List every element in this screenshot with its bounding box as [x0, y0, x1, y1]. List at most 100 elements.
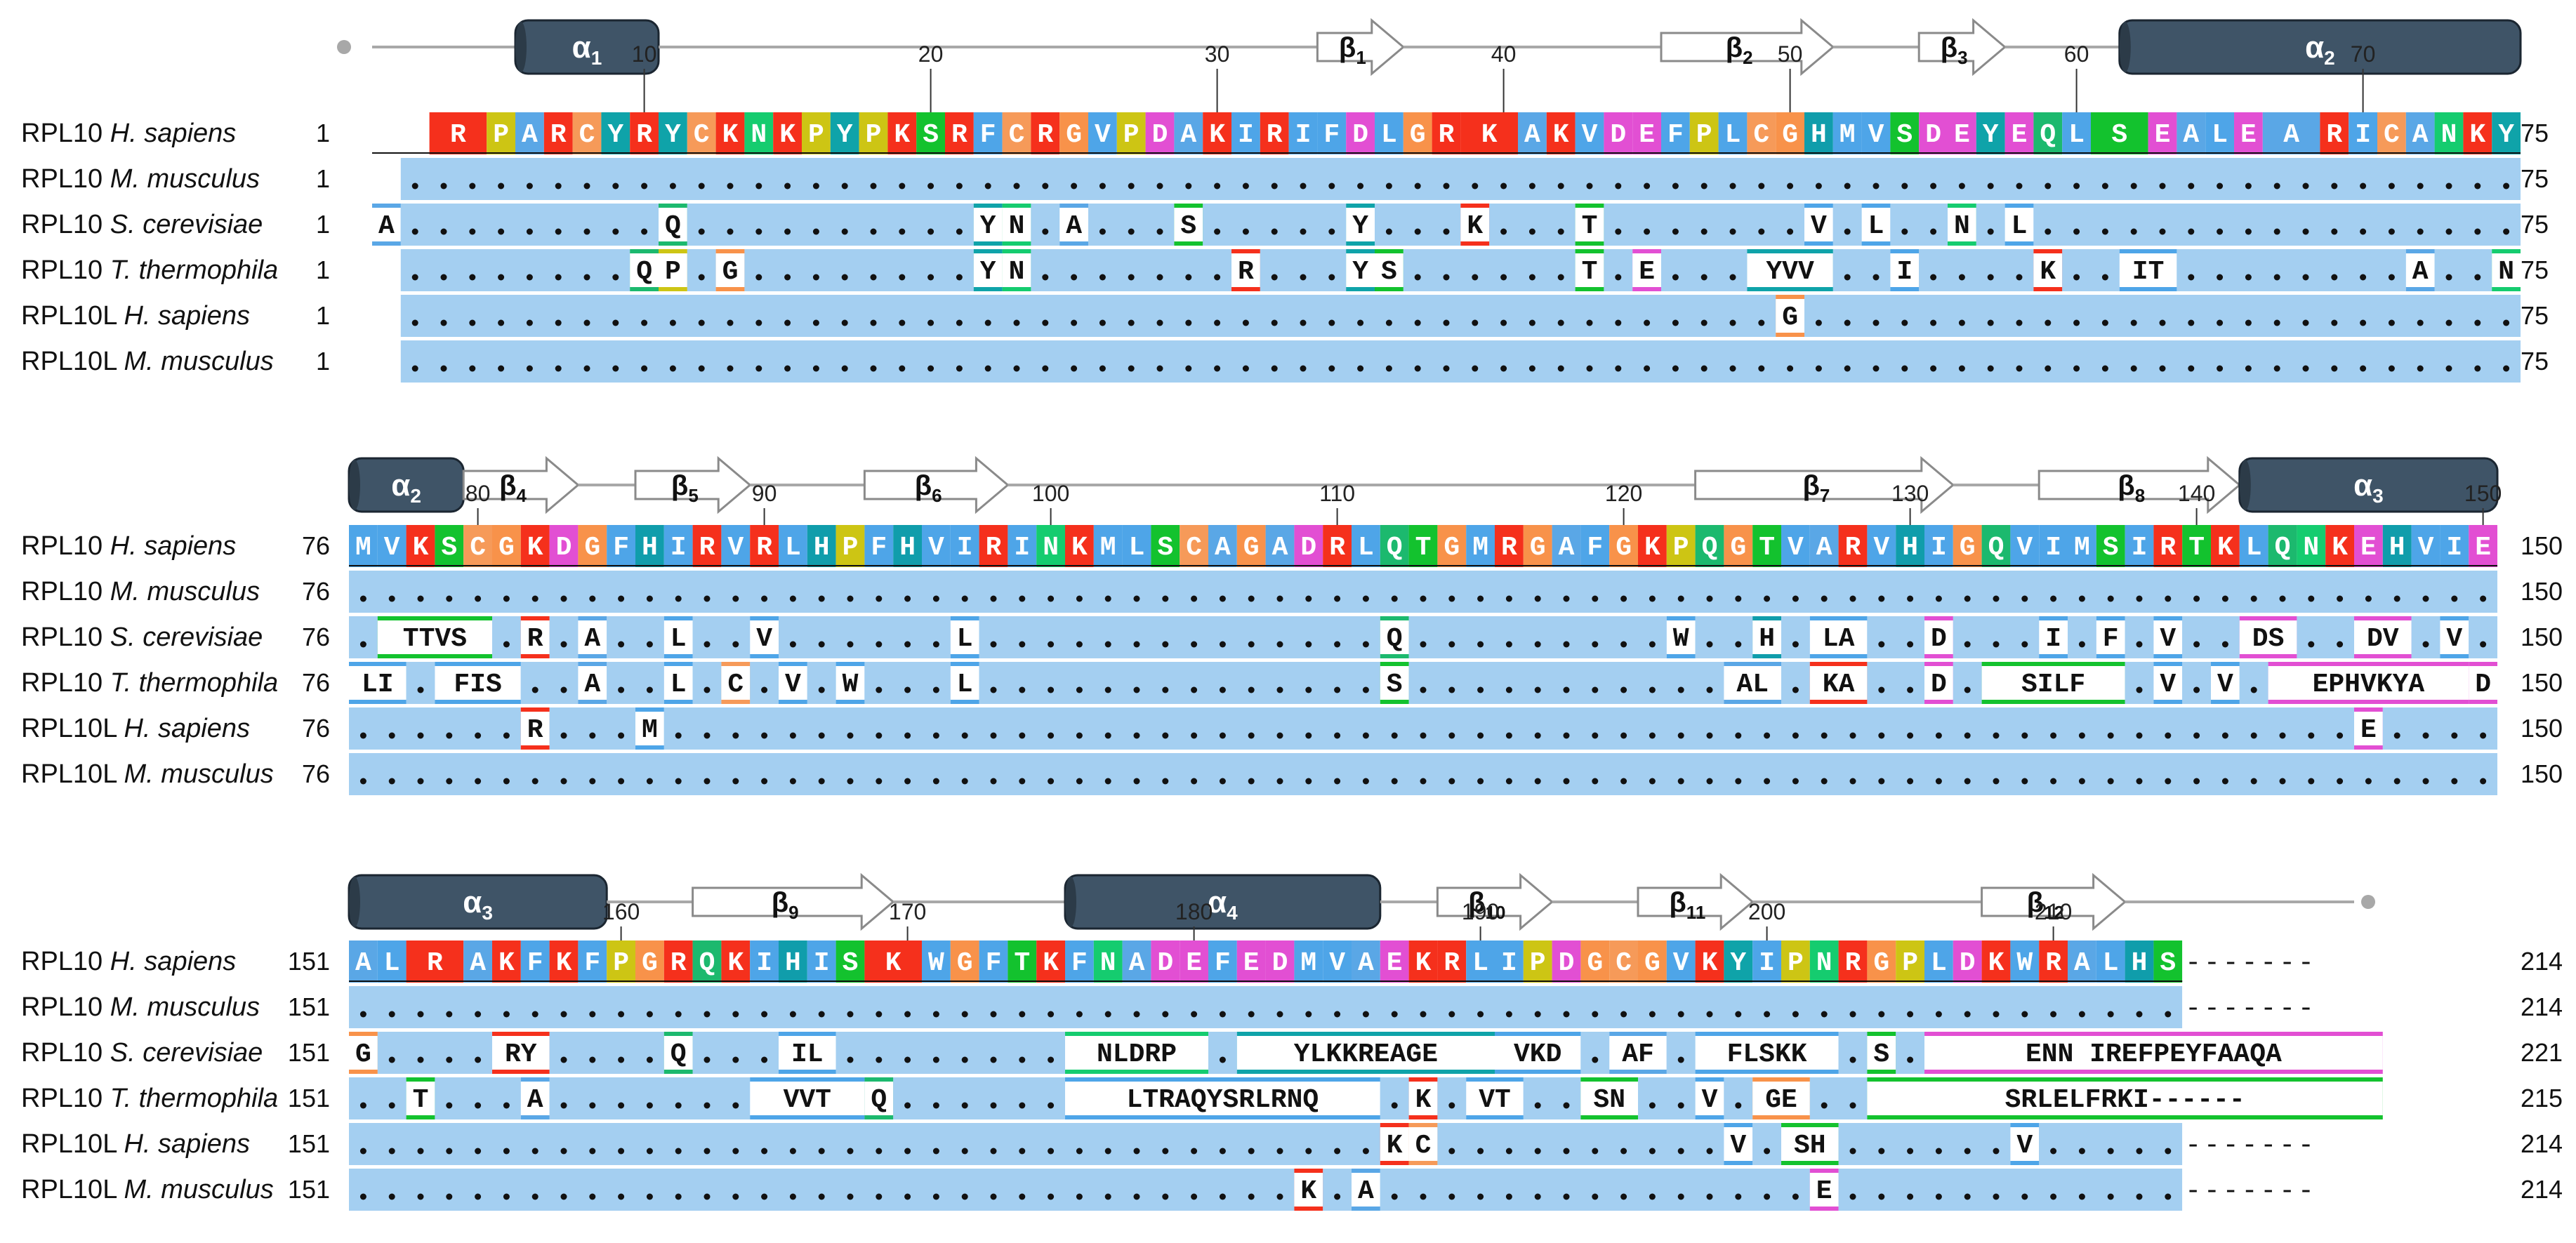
conserved-dot [1592, 1011, 1599, 1018]
conserved-dot [1821, 778, 1828, 785]
residue-letter: A [2283, 120, 2299, 150]
conserved-dot [761, 1193, 768, 1200]
residue-letter: H [2389, 533, 2405, 563]
residue-letter: E [2240, 120, 2257, 150]
residue-cell [1804, 295, 2521, 337]
residue-cell [1122, 525, 1151, 567]
conserved-dot [2045, 182, 2052, 190]
residue-letter: Y [1352, 257, 1368, 287]
row-end-number: 150 [2521, 759, 2563, 788]
conserved-dot [2159, 228, 2166, 235]
residue-letter: M [1100, 533, 1116, 563]
conserved-dot [2331, 319, 2338, 326]
residue-letter: N [1954, 211, 1970, 241]
conserved-dot [1276, 1011, 1283, 1018]
conserved-dot [1729, 319, 1736, 326]
residue-cell [1408, 940, 1438, 983]
species-label: RPL10 M. musculus [21, 577, 260, 606]
conserved-dot [1677, 1102, 1684, 1109]
residue-cell [1408, 616, 1667, 658]
residue-cell [750, 525, 779, 567]
conserved-dot [1420, 641, 1427, 648]
conserved-dot [1162, 641, 1169, 648]
conserved-dot [1563, 1193, 1570, 1200]
conserved-dot [469, 228, 476, 235]
conserved-dot [789, 641, 796, 648]
conserved-dot [446, 732, 453, 739]
variant-highlight [1380, 666, 1409, 700]
conserved-dot [727, 182, 734, 190]
beta-strand-arrow [863, 456, 1010, 514]
residue-letter: G [1444, 533, 1460, 563]
position-tick: 180 [1175, 899, 1213, 924]
conserved-dot [1420, 732, 1427, 739]
conserved-dot [1729, 182, 1736, 190]
conserved-dot [446, 1102, 453, 1109]
residue-letter: C [470, 533, 486, 563]
residue-letter: E [1639, 120, 1655, 150]
conserved-dot [1214, 319, 1221, 326]
conserved-dot [2279, 732, 2286, 739]
residue-letter: F [1071, 948, 1088, 978]
conserved-dot [927, 319, 934, 326]
conserved-dot [1787, 182, 1794, 190]
residue-letter: S [2111, 120, 2127, 150]
conserved-dot [2188, 182, 2195, 190]
conserved-dot [899, 182, 906, 190]
residue-letter: H [1902, 533, 1918, 563]
conserved-dot [818, 732, 825, 739]
conserved-dot [932, 1056, 939, 1063]
residue-letter: V [1095, 120, 1111, 150]
conserved-dot [961, 1102, 968, 1109]
conserved-dot [1500, 365, 1507, 372]
start-dot [337, 40, 351, 54]
conserved-dot [1385, 365, 1392, 372]
residue-cell [1724, 525, 1753, 567]
variant-highlight [715, 253, 745, 287]
conserved-dot [2165, 1011, 2172, 1018]
strand-label: β10 [1468, 887, 1505, 923]
residue-cell [2411, 525, 2440, 567]
residue-letter: LTRAQYSRLRNQ [1127, 1085, 1319, 1115]
conserved-dot [531, 778, 539, 785]
residue-letter: Y [607, 120, 623, 150]
conserved-dot [411, 228, 418, 235]
residue-cell [2434, 112, 2464, 154]
variant-highlight [520, 1082, 550, 1115]
conserved-dot [2480, 641, 2487, 648]
conserved-dot [2302, 228, 2309, 235]
conserved-dot [2273, 274, 2280, 281]
residue-cell [1231, 112, 1260, 154]
variant-highlight [2354, 620, 2412, 654]
conserved-dot [1448, 686, 1455, 693]
conserved-dot [904, 1056, 911, 1063]
conserved-dot [475, 1056, 482, 1063]
conserved-dot [1907, 686, 1914, 693]
residue-cell [1809, 940, 1839, 983]
conserved-dot [2073, 182, 2080, 190]
conserved-dot [961, 732, 968, 739]
residue-cell [1375, 204, 1461, 246]
topology-track: α2 β4 β5 β6 β7 β8 α3 [348, 456, 2499, 514]
residue-letter: Q [699, 948, 715, 978]
conserved-dot [904, 1193, 911, 1200]
variant-highlight [2268, 666, 2469, 700]
residue-letter: F [1323, 120, 1340, 150]
conserved-dot [1615, 319, 1622, 326]
conserved-dot [1563, 641, 1570, 648]
helix-label: α3 [463, 885, 493, 924]
conserved-dot [2422, 641, 2429, 648]
residue-letter: C [727, 670, 744, 700]
conserved-dot [1219, 1193, 1226, 1200]
residue-letter: A [1559, 533, 1575, 563]
variant-highlight [1236, 1036, 1495, 1070]
conserved-dot [2245, 319, 2252, 326]
conserved-dot [1305, 1148, 1312, 1155]
conserved-dot [932, 778, 939, 785]
variant-highlight [1776, 299, 1804, 333]
conserved-dot [1019, 686, 1026, 693]
residue-cell [1981, 525, 2011, 567]
conserved-dot [1019, 1193, 1026, 1200]
residue-cell [692, 525, 722, 567]
residue-cell [2297, 525, 2326, 567]
